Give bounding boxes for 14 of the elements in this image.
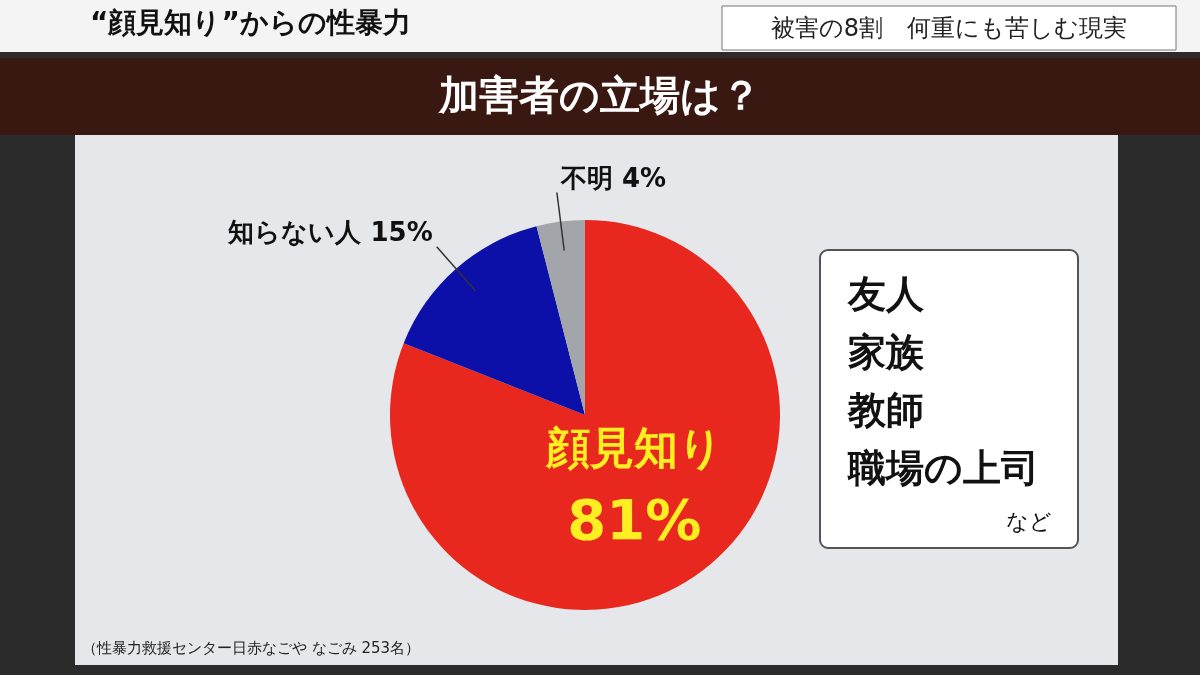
slice-label: 顔見知り: [544, 421, 723, 473]
text: 家族: [848, 330, 925, 374]
text: 被害の8割 何重にも苦しむ現実: [770, 14, 1128, 42]
text: （性暴力救援センター日赤なごや なごみ 253名）: [82, 639, 421, 657]
slice-label: 不明 4%: [559, 162, 667, 193]
text: 友人: [847, 272, 924, 316]
chart-title: 加害者の立場は？: [438, 72, 761, 118]
slice-label: 知らない人 15%: [227, 216, 433, 247]
text: など: [1006, 509, 1052, 534]
text: 職場の上司: [847, 446, 1039, 490]
text: 教師: [847, 388, 924, 432]
pie-slice: [536, 220, 585, 415]
chart-subtitle: “顔見知り”からの性暴力: [90, 6, 411, 39]
data-label: 81%: [567, 486, 702, 552]
